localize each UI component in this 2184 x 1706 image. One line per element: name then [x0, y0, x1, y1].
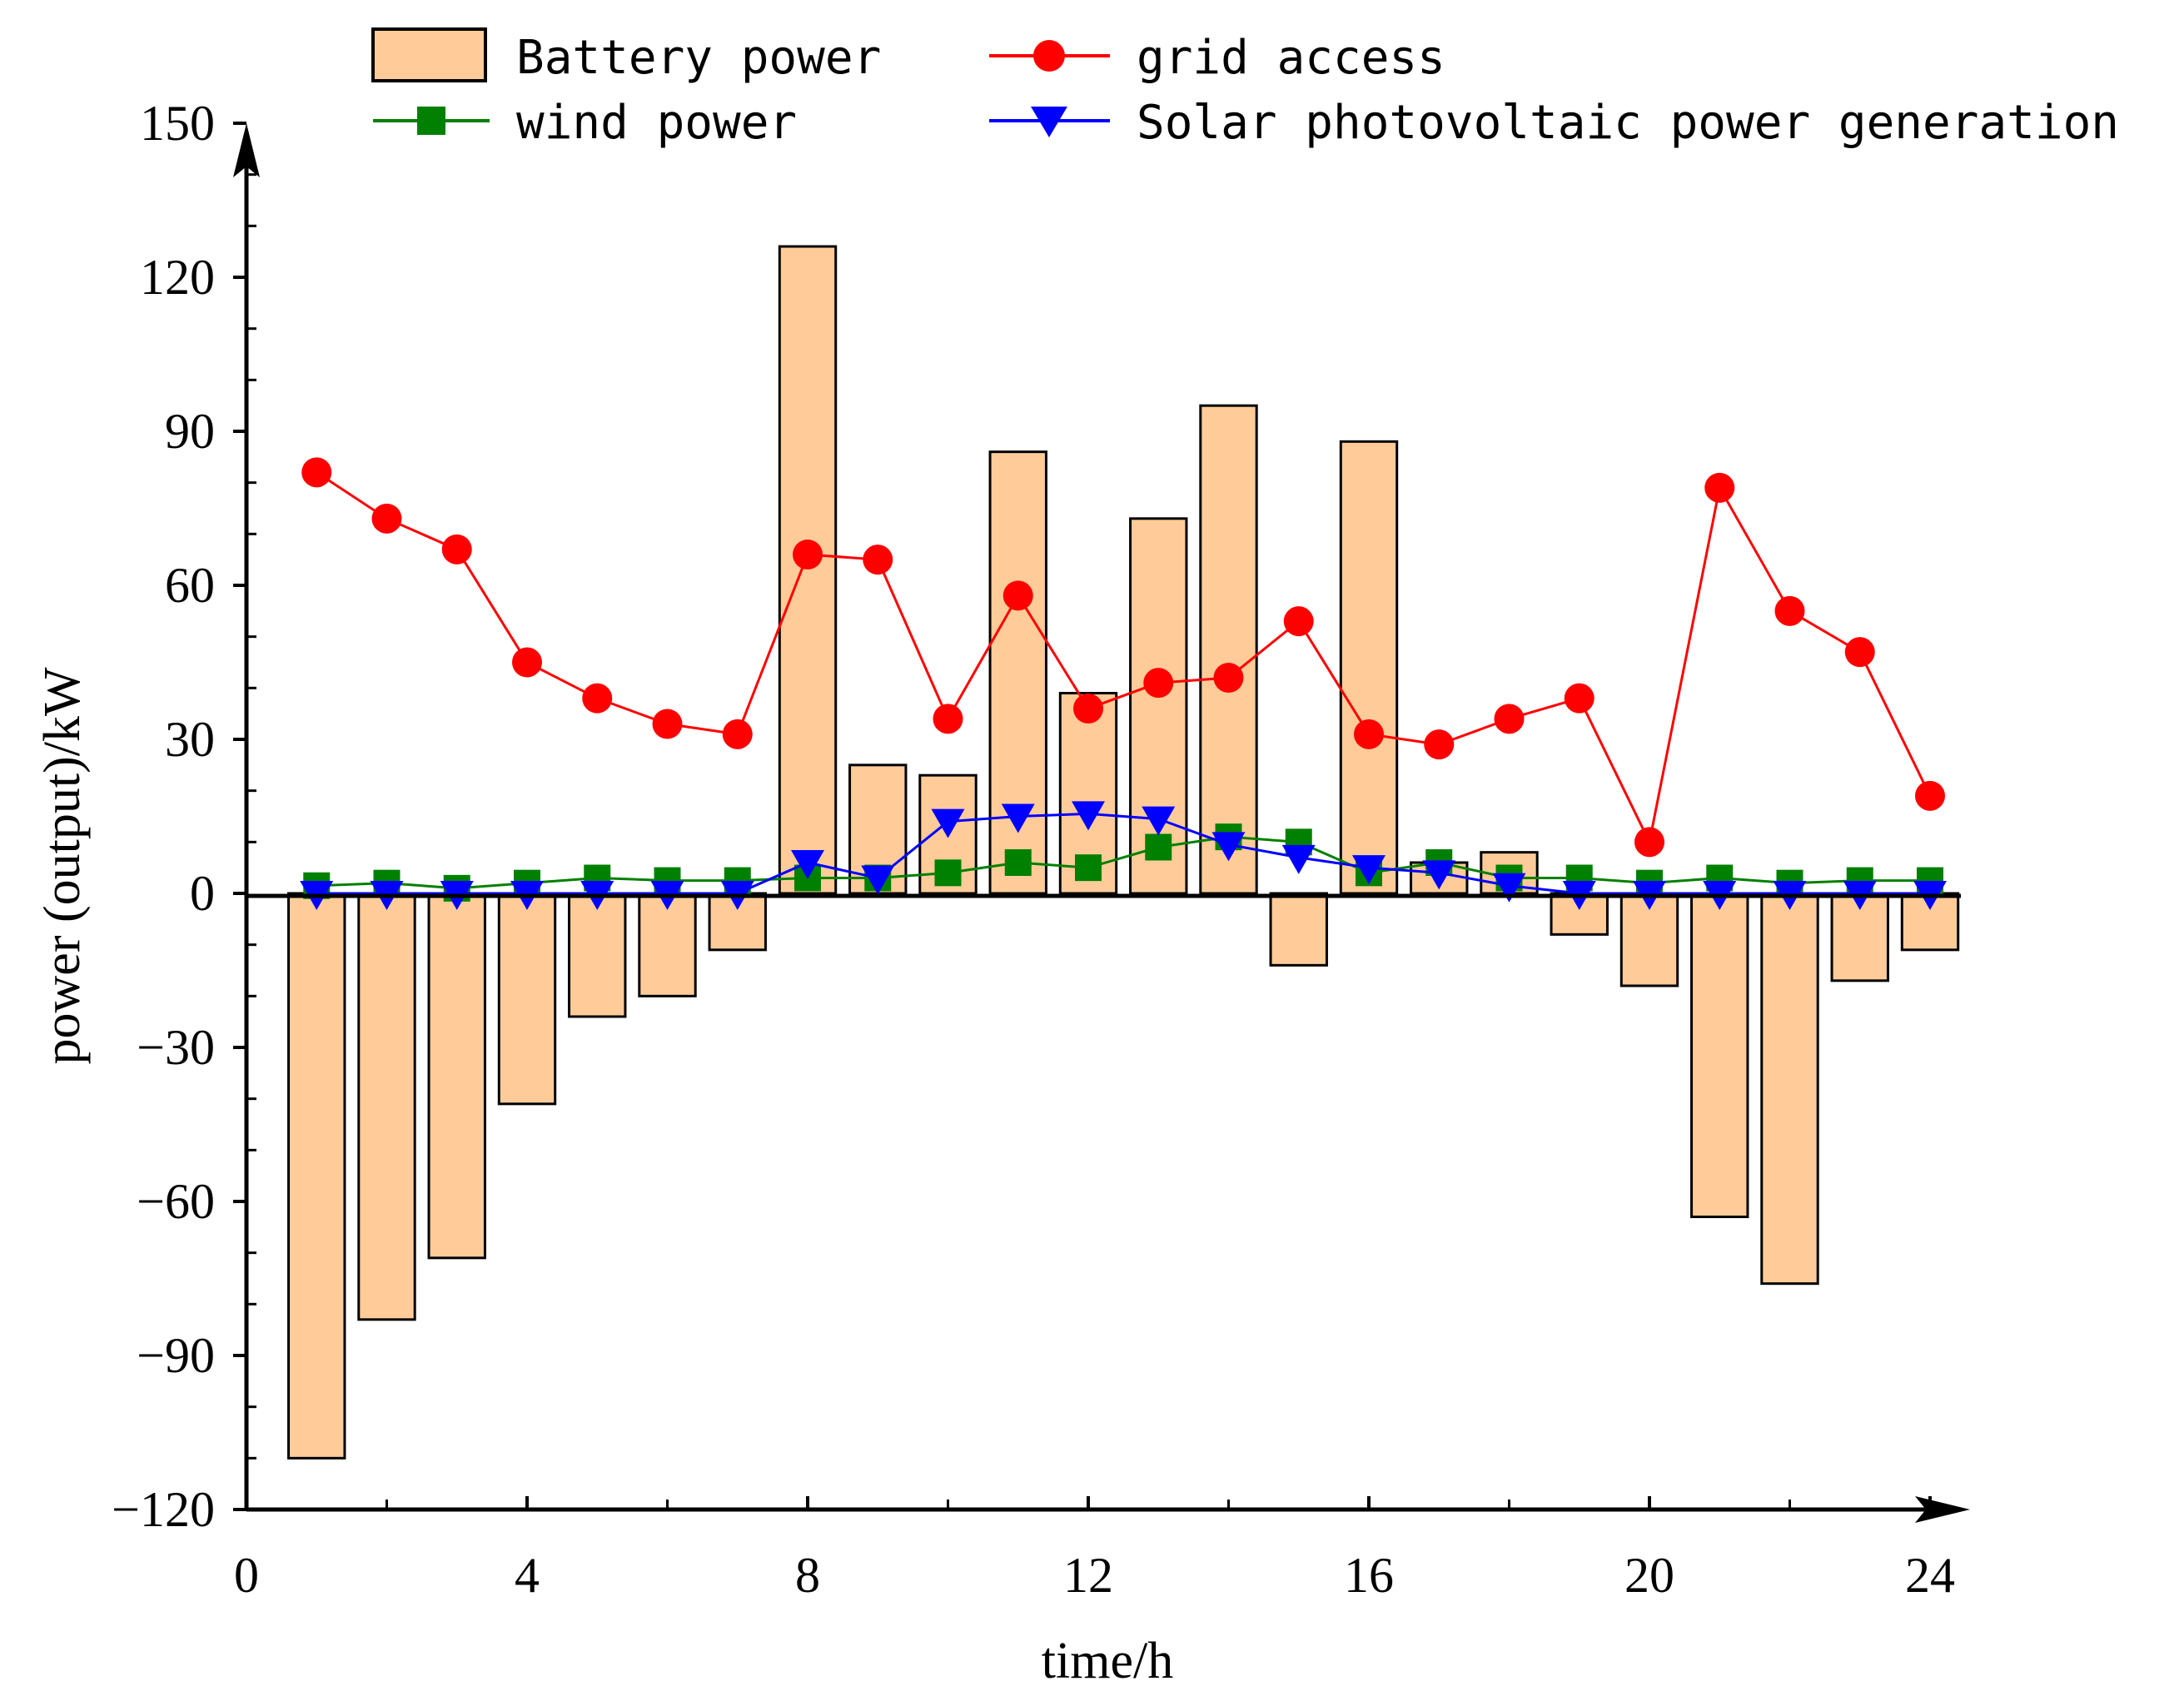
grid-point [1283, 606, 1314, 637]
y-tick-label: 60 [165, 558, 215, 613]
grid-point [582, 683, 613, 714]
solar-point [861, 865, 895, 895]
solar-point [1142, 806, 1176, 836]
y-tick-label: 120 [140, 250, 215, 305]
legend: Battery power grid access wind power Sol… [371, 27, 2119, 150]
battery-power-bar [427, 892, 486, 1260]
y-tick-label: −60 [137, 1174, 215, 1229]
solar-point [1492, 873, 1526, 903]
battery-power-bar [1129, 517, 1188, 895]
wind-point [1004, 849, 1032, 876]
grid-point [793, 540, 823, 569]
battery-power-bar [287, 892, 346, 1460]
y-tick-label: 0 [190, 866, 215, 921]
wind-line [316, 835, 1930, 890]
legend-marker-solar [1031, 107, 1067, 137]
grid-point [1143, 668, 1174, 699]
x-tick-label: 8 [795, 1548, 820, 1603]
battery-power-bar [1339, 440, 1399, 895]
y-tick-label: 90 [165, 404, 215, 459]
battery-power-bar [1690, 892, 1749, 1218]
y-axis-title: power (output)/kW [34, 667, 91, 1064]
y-tick-label: −30 [137, 1020, 215, 1075]
line-series [300, 457, 1947, 910]
grid-point [1002, 580, 1033, 611]
solar-point [1422, 860, 1456, 890]
battery-power-bar [1760, 892, 1819, 1286]
x-tick-label: 16 [1344, 1548, 1394, 1603]
legend-label-grid-access: grid access [1137, 31, 1445, 85]
grid-point [301, 457, 332, 488]
grid-point [1634, 827, 1664, 858]
battery-power-bar [568, 892, 627, 1018]
solar-point [1072, 801, 1105, 831]
grid-point [652, 709, 683, 739]
grid-point [722, 719, 753, 749]
grid-point [933, 704, 963, 734]
x-tick-label: 24 [1905, 1548, 1955, 1603]
legend-marker-grid-access [1033, 40, 1065, 72]
grid-point [1704, 472, 1735, 503]
legend-label-wind-power: wind power [516, 96, 797, 150]
legend-label-battery-power: Battery power [516, 31, 881, 85]
grid-point [512, 647, 542, 678]
x-tick-label: 4 [515, 1548, 540, 1603]
battery-power-bar [638, 892, 697, 997]
solar-point [931, 808, 965, 838]
grid-point [1354, 719, 1384, 749]
solar-point [791, 850, 824, 879]
battery-power-bar [1269, 892, 1328, 967]
grid-point [1564, 683, 1594, 714]
grid-line [316, 471, 1932, 846]
x-tick-label: 12 [1063, 1548, 1113, 1603]
y-tick-label: −90 [137, 1328, 215, 1383]
wind-point [934, 859, 962, 887]
battery-power-bar [497, 892, 557, 1106]
x-tick-label: 0 [234, 1548, 259, 1603]
battery-power-bar [357, 892, 416, 1321]
battery-power-bar [778, 245, 838, 895]
grid-point [1844, 637, 1875, 668]
solar-line [316, 812, 1930, 895]
solar-point [1211, 832, 1246, 862]
battery-power-bar [1900, 892, 1960, 952]
ticks: −120 −90 −60 −30 0 30 60 90 120 150 0 4 8 12 16 20 24 [112, 96, 1955, 1603]
x-axis-title: time/h [1042, 1633, 1173, 1689]
battery-power-bar [1199, 404, 1258, 895]
solar-point [1281, 844, 1316, 874]
grid-point [1073, 694, 1103, 724]
grid-point [1774, 595, 1805, 626]
grid-point [1424, 729, 1455, 760]
grid-point [441, 534, 472, 565]
wind-point [1075, 854, 1102, 882]
legend-swatch-battery-power [371, 27, 487, 82]
grid-point [1494, 704, 1525, 734]
solar-point [1001, 803, 1035, 833]
y-tick-label: −120 [112, 1482, 215, 1537]
battery-power-bars [287, 245, 1960, 1460]
legend-label-solar: Solar photovoltaic power generation [1137, 96, 2119, 150]
x-tick-label: 20 [1624, 1548, 1674, 1603]
grid-point [1213, 663, 1244, 693]
y-tick-label: 150 [140, 96, 215, 151]
y-tick-label: 30 [165, 712, 215, 767]
grid-point [863, 545, 893, 575]
grid-point [371, 503, 402, 534]
wind-point [1145, 833, 1172, 861]
y-axis-arrow [233, 123, 260, 177]
solar-point [1352, 855, 1386, 885]
legend-marker-wind-power [417, 107, 445, 135]
grid-point [1915, 780, 1945, 811]
